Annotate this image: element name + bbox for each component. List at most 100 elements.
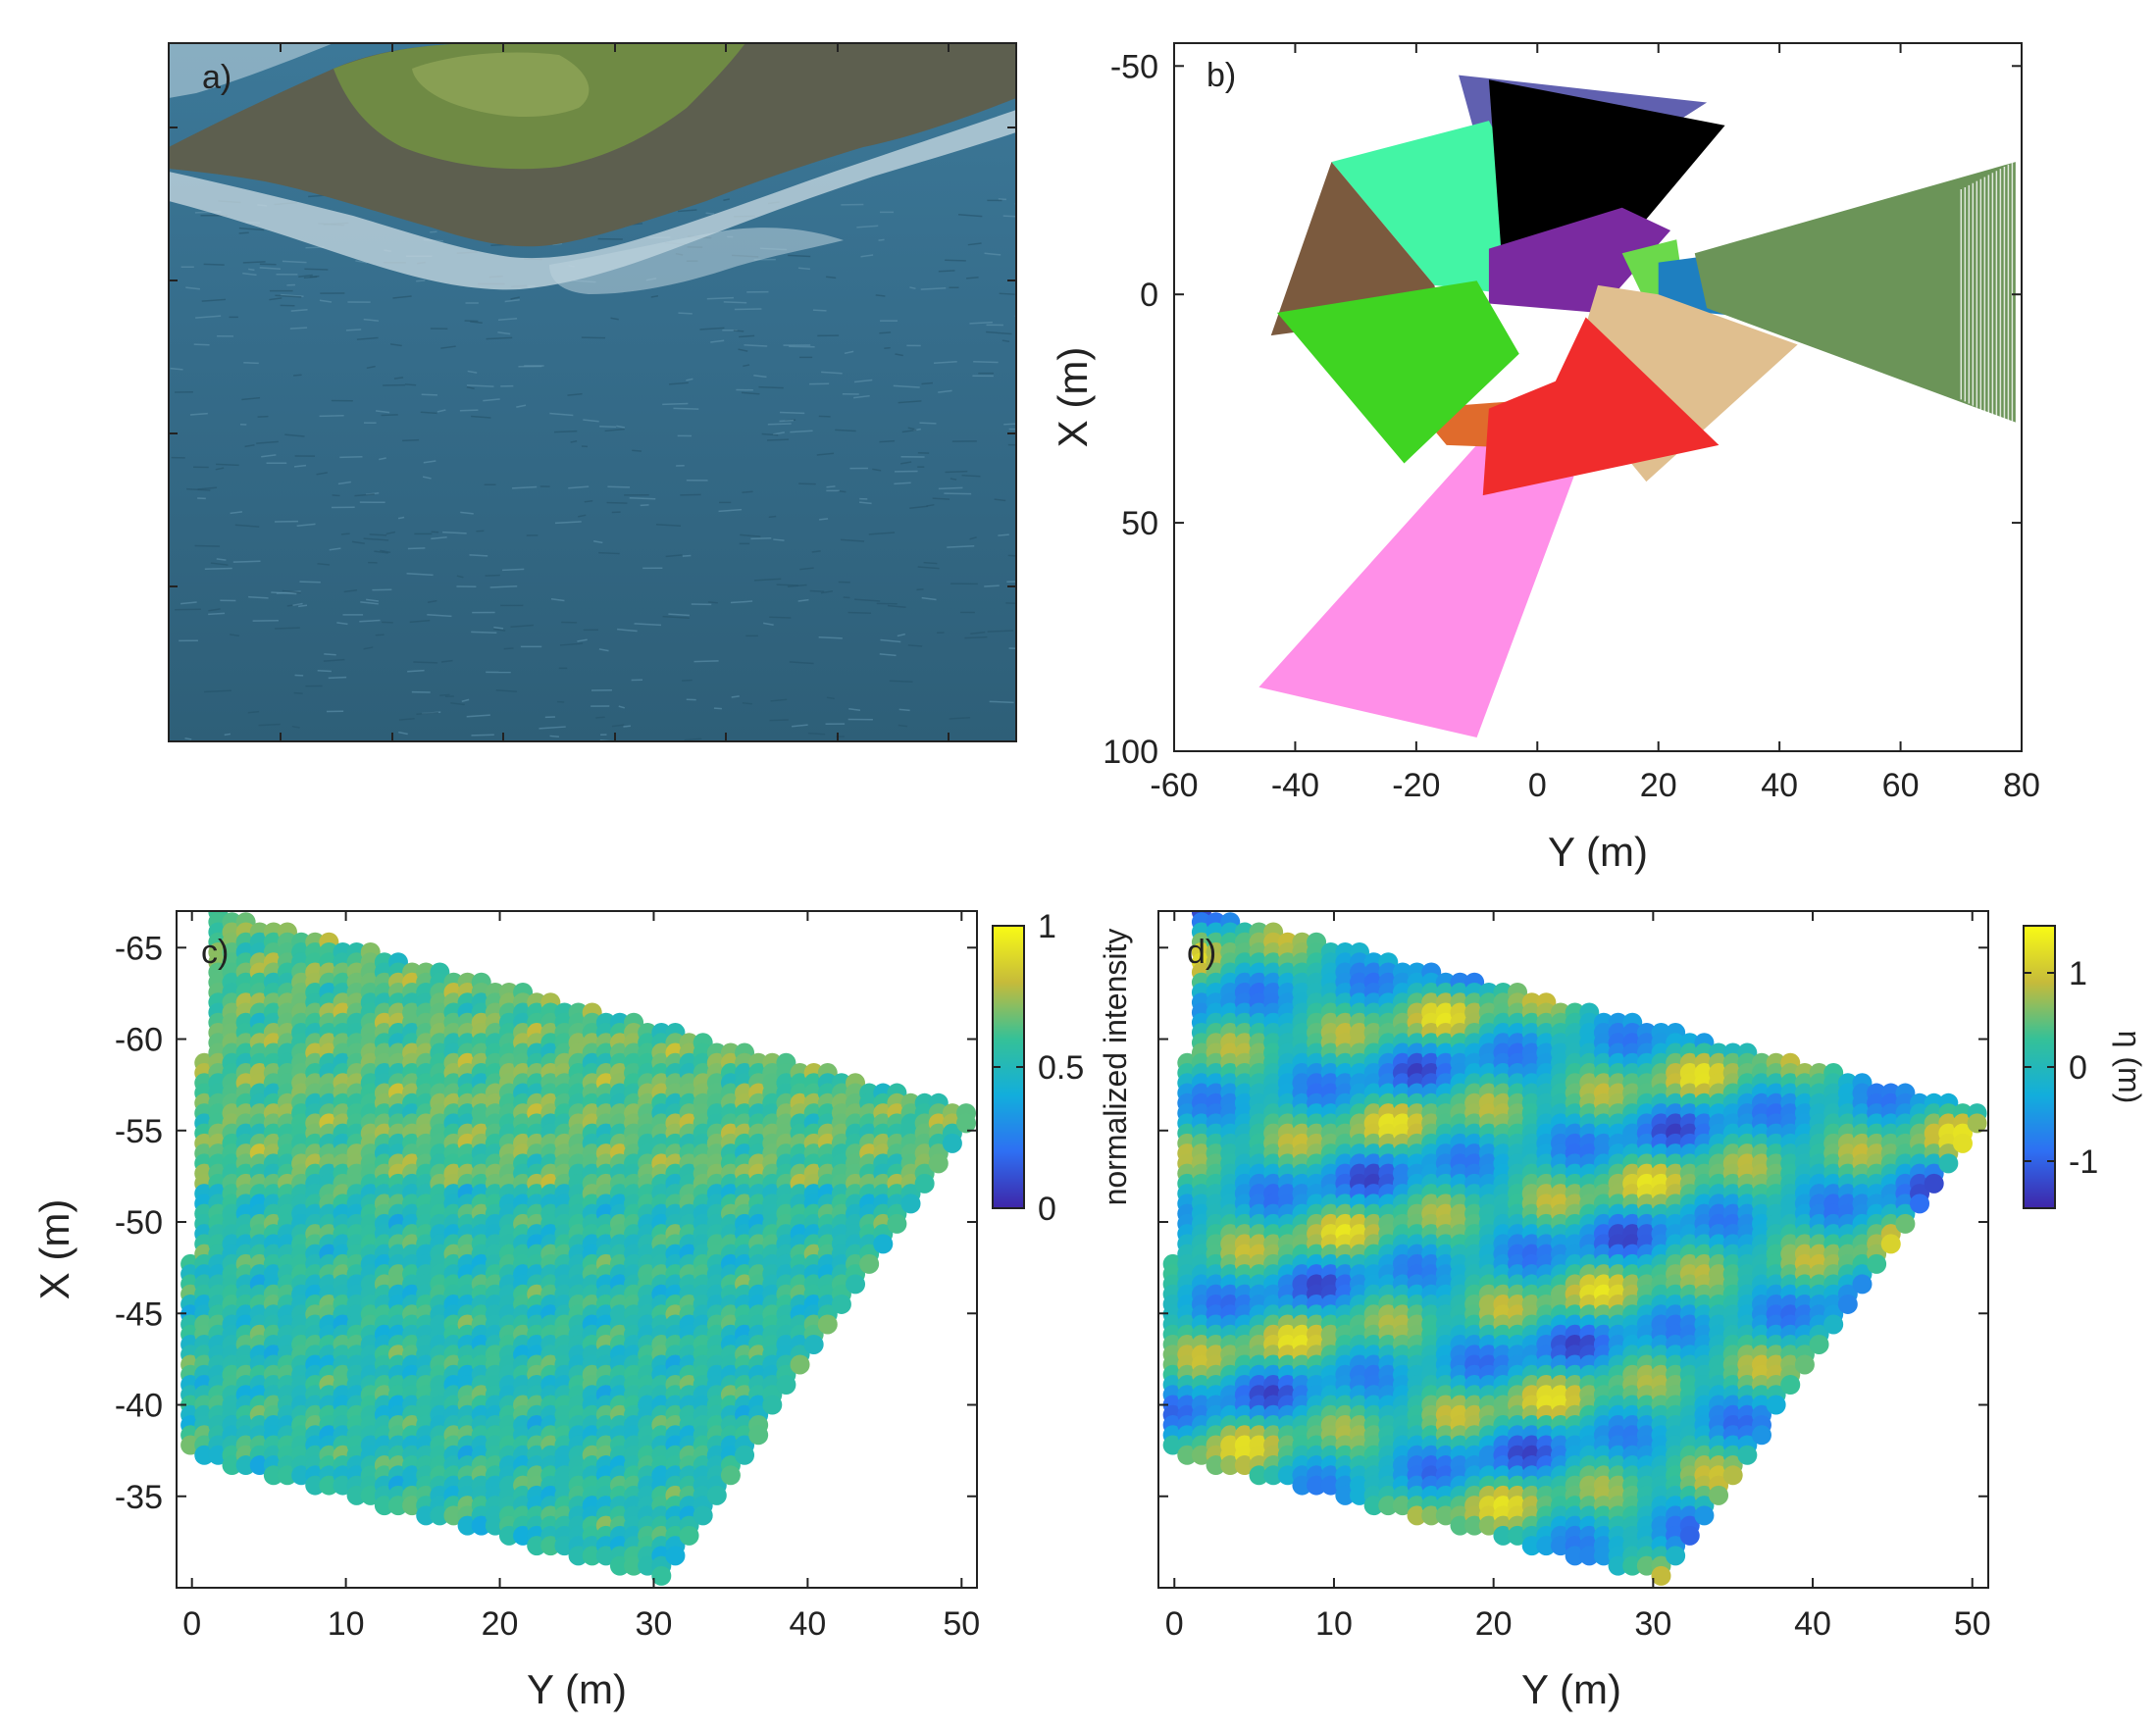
panel-c-xtick: 10	[328, 1605, 365, 1643]
scatter-point	[638, 1555, 658, 1576]
scatter-point	[1263, 1465, 1284, 1486]
scatter-point	[430, 1505, 450, 1526]
panel-d-xtick: 40	[1794, 1605, 1831, 1643]
scatter-point	[1651, 1565, 1671, 1586]
panel-a-photo: a)	[168, 42, 1017, 742]
panel-d-xlabel: Y (m)	[1521, 1666, 1621, 1712]
panel-d-label: d)	[1187, 934, 1216, 971]
panel-b-xtick: 0	[1528, 767, 1547, 804]
scatter-point	[1867, 1253, 1887, 1274]
panel-b-xtick: 20	[1640, 767, 1677, 804]
scatter-point	[1709, 1485, 1729, 1505]
scatter-point	[1464, 1515, 1485, 1536]
panel-a-label: a)	[202, 59, 231, 96]
panel-b-ytick: 50	[1121, 505, 1158, 542]
panel-c-xtick: 30	[636, 1605, 673, 1643]
scatter-point	[540, 1536, 561, 1556]
panel-d-xtick: 50	[1954, 1605, 1991, 1643]
panel-d-xtick: 30	[1634, 1605, 1671, 1643]
panel-c-colorbar-label: normalized intensity	[1098, 929, 1133, 1206]
scatter-point	[1938, 1153, 1959, 1174]
scatter-point	[1636, 1555, 1657, 1576]
panel-c-xtick: 0	[182, 1605, 201, 1643]
scatter-point	[665, 1546, 686, 1566]
panel-d-chart: 0 10 20 30 40 50 d) Y (m) 10-1 η (m)	[1157, 910, 2147, 1712]
scatter-point	[859, 1253, 880, 1274]
scatter-point	[748, 1425, 769, 1446]
scatter-point	[1363, 1496, 1384, 1516]
panel-b-xtick: 80	[2003, 767, 2040, 804]
polygon-11	[1276, 280, 1519, 464]
scatter-point	[235, 1455, 256, 1476]
scatter-point	[1852, 1274, 1873, 1295]
scatter-point	[679, 1525, 699, 1546]
panel-c-ytick: -55	[115, 1113, 163, 1150]
colorbar-tick: 1	[1038, 908, 1056, 945]
polygon-9	[1694, 162, 2016, 423]
scatter-point	[1809, 1334, 1829, 1354]
scatter-point	[595, 1546, 616, 1566]
scatter-point	[942, 1133, 962, 1153]
scatter-point	[1320, 1475, 1341, 1496]
panel-c-xtick: 40	[789, 1605, 826, 1643]
scatter-point	[790, 1354, 810, 1375]
scatter-point	[914, 1173, 935, 1194]
scatter-point	[1249, 1465, 1269, 1486]
scatter-point	[1895, 1213, 1916, 1234]
panel-b-xtick: -40	[1271, 767, 1319, 804]
scatter-point	[706, 1485, 727, 1505]
panel-c-ytick: -65	[115, 930, 163, 967]
scatter-point	[831, 1294, 851, 1314]
scatter-point	[1737, 1445, 1758, 1465]
scatter-point	[471, 1515, 491, 1536]
scatter-point	[513, 1525, 534, 1546]
scatter-point	[956, 1113, 977, 1134]
panel-b-xtick: -60	[1150, 767, 1198, 804]
scatter-point	[1292, 1475, 1312, 1496]
scatter-point	[1191, 1445, 1211, 1465]
scatter-point	[1837, 1294, 1858, 1314]
polygon-0	[1258, 431, 1574, 738]
colorbar-tick: 0	[1038, 1191, 1056, 1228]
scatter-point	[1277, 1465, 1298, 1486]
scatter-point	[624, 1555, 644, 1576]
scatter-point	[277, 1465, 297, 1486]
scatter-point	[1608, 1555, 1628, 1576]
scatter-point	[1550, 1536, 1570, 1556]
scatter-point	[1435, 1505, 1456, 1526]
scatter-point	[1307, 1475, 1327, 1496]
colorbar-tick: 0.5	[1038, 1049, 1084, 1087]
scatter-point	[457, 1515, 478, 1536]
scatter-point	[1162, 1435, 1183, 1455]
scatter-point	[1177, 1445, 1198, 1465]
panel-d-colorbar-label: η (m)	[2112, 1031, 2147, 1104]
scatter-point	[873, 1234, 894, 1254]
scatter-point	[1666, 1546, 1686, 1566]
panel-d-xtick: 20	[1475, 1605, 1513, 1643]
panel-c-chart: 0 10 20 30 40 50-65-60-55-50-45-40-35 c) Y (m…	[31, 908, 1133, 1712]
scatter-point	[1593, 1546, 1614, 1566]
scatter-point	[180, 1435, 201, 1455]
scatter-point	[333, 1475, 353, 1496]
panel-b-ytick: 100	[1103, 734, 1158, 771]
panel-c-xlabel: Y (m)	[527, 1666, 627, 1712]
scatter-point	[1206, 1455, 1226, 1476]
scatter-point	[291, 1465, 312, 1486]
scatter-point	[1478, 1515, 1499, 1536]
panel-b-ytick: 0	[1140, 277, 1158, 314]
panel-c-xtick: 20	[482, 1605, 519, 1643]
scatter-point	[1220, 1455, 1241, 1476]
scatter-point	[651, 1565, 672, 1586]
panel-c-ytick: -35	[115, 1479, 163, 1516]
panel-b-label: b)	[1206, 57, 1236, 94]
scatter-point	[249, 1455, 270, 1476]
scatter-point	[803, 1334, 824, 1354]
scatter-point	[1421, 1505, 1442, 1526]
panel-b-ytick: -50	[1110, 48, 1158, 85]
panel-b-frame	[1173, 42, 2023, 752]
scatter-point	[194, 1445, 215, 1465]
panel-d-xtick: 0	[1165, 1605, 1184, 1643]
colorbar-tick: 0	[2069, 1049, 2087, 1087]
scatter-point	[1565, 1546, 1585, 1566]
